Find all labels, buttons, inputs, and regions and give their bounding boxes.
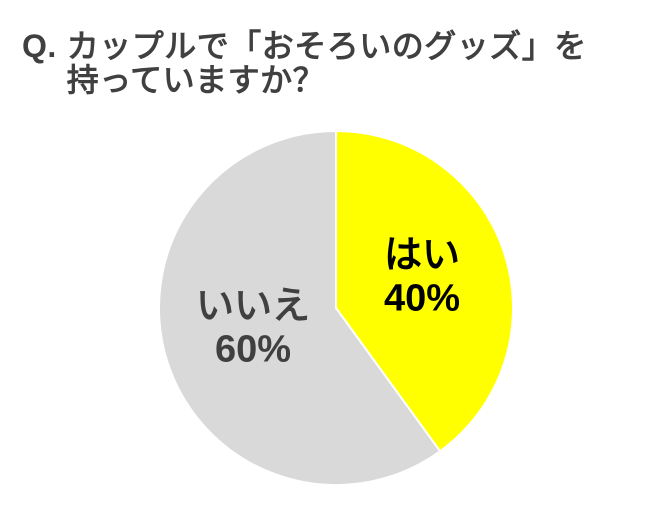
slice-label-no-value: 60% [214, 328, 292, 370]
slice-label-no-name: いいえ [195, 285, 311, 328]
question-line-1: カップルで「おそろいのグッズ」を [66, 28, 587, 64]
slice-label-yes-value: 40% [383, 277, 461, 319]
pie-slice-yes [335, 130, 514, 453]
chart-question-title: Q. カップルで「おそろいのグッズ」を 持っていますか？ [22, 28, 587, 98]
question-text: カップルで「おそろいのグッズ」を 持っていますか？ [66, 28, 587, 98]
slice-label-no: いいえ 60% [196, 285, 310, 370]
pie-slice-no [158, 130, 442, 486]
slice-label-yes-name: はい [383, 234, 460, 277]
question-line-2: 持っていますか？ [66, 61, 326, 98]
question-prefix: Q. [22, 28, 57, 64]
slice-label-yes: はい 40% [384, 234, 460, 319]
